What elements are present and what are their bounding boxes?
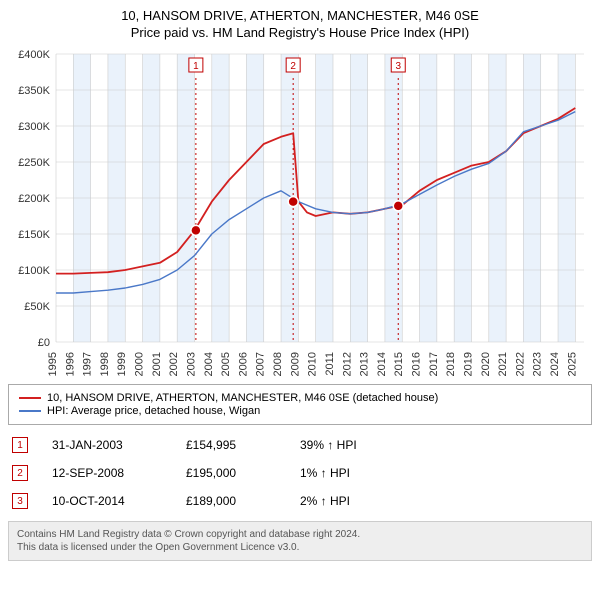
svg-text:2: 2 [290,61,296,72]
svg-text:£300K: £300K [18,121,50,133]
svg-text:2009: 2009 [289,352,301,376]
table-row: 2 12-SEP-2008 £195,000 1% ↑ HPI [8,459,592,487]
svg-text:2002: 2002 [168,352,180,376]
svg-text:2011: 2011 [324,352,336,376]
svg-text:£400K: £400K [18,49,50,61]
svg-text:2001: 2001 [151,352,163,376]
chart-svg: £0 £50K £100K £150K £200K £250K £300K £350K £400… [8,48,592,378]
svg-text:2000: 2000 [134,352,146,376]
legend-label-hpi: HPI: Average price, detached house, Wiga… [47,405,260,417]
svg-text:2021: 2021 [497,352,509,376]
svg-text:£150K: £150K [18,229,50,241]
svg-text:2005: 2005 [220,352,232,376]
chart-title-line1: 10, HANSOM DRIVE, ATHERTON, MANCHESTER, … [8,8,592,23]
svg-text:2014: 2014 [376,352,388,376]
sale-marker-3: 3 [12,493,28,509]
svg-text:1996: 1996 [64,352,76,376]
svg-text:2015: 2015 [393,352,405,376]
sale-diff: 2% ↑ HPI [300,494,410,508]
svg-text:2012: 2012 [341,352,353,376]
attribution-footer: Contains HM Land Registry data © Crown c… [8,521,592,561]
svg-text:1: 1 [193,61,199,72]
legend-box: 10, HANSOM DRIVE, ATHERTON, MANCHESTER, … [8,384,592,425]
svg-text:2010: 2010 [307,352,319,376]
svg-text:1997: 1997 [82,352,94,376]
svg-text:2006: 2006 [237,352,249,376]
svg-text:2017: 2017 [428,352,440,376]
sale-date: 12-SEP-2008 [52,466,162,480]
svg-text:2020: 2020 [480,352,492,376]
svg-text:1999: 1999 [116,352,128,376]
svg-text:£50K: £50K [24,301,50,313]
sale-price: £189,000 [186,494,276,508]
svg-text:2003: 2003 [185,352,197,376]
svg-text:£250K: £250K [18,157,50,169]
sale-date: 31-JAN-2003 [52,438,162,452]
svg-text:2013: 2013 [359,352,371,376]
table-row: 1 31-JAN-2003 £154,995 39% ↑ HPI [8,431,592,459]
footer-line2: This data is licensed under the Open Gov… [17,541,583,554]
svg-text:2016: 2016 [411,352,423,376]
legend-label-price-paid: 10, HANSOM DRIVE, ATHERTON, MANCHESTER, … [47,392,438,404]
legend-item-hpi: HPI: Average price, detached house, Wiga… [19,405,581,417]
legend-swatch-hpi [19,410,41,412]
svg-text:2004: 2004 [203,352,215,376]
svg-text:£200K: £200K [18,193,50,205]
sale-diff: 1% ↑ HPI [300,466,410,480]
svg-text:2022: 2022 [514,352,526,376]
svg-text:2019: 2019 [462,352,474,376]
svg-text:2018: 2018 [445,352,457,376]
legend-swatch-price-paid [19,397,41,399]
footer-line1: Contains HM Land Registry data © Crown c… [17,528,583,541]
chart-plot: £0 £50K £100K £150K £200K £250K £300K £350K £400… [8,48,592,378]
svg-text:£100K: £100K [18,265,50,277]
chart-title-line2: Price paid vs. HM Land Registry's House … [8,25,592,40]
svg-text:1995: 1995 [47,352,59,376]
sale-price: £195,000 [186,466,276,480]
sale-date: 10-OCT-2014 [52,494,162,508]
svg-text:2025: 2025 [566,352,578,376]
sales-table: 1 31-JAN-2003 £154,995 39% ↑ HPI 2 12-SE… [8,431,592,515]
chart-container: 10, HANSOM DRIVE, ATHERTON, MANCHESTER, … [8,8,592,561]
sale-marker-1: 1 [12,437,28,453]
table-row: 3 10-OCT-2014 £189,000 2% ↑ HPI [8,487,592,515]
svg-text:£350K: £350K [18,85,50,97]
svg-text:1998: 1998 [99,352,111,376]
sale-marker-2: 2 [12,465,28,481]
svg-text:2023: 2023 [532,352,544,376]
svg-text:3: 3 [395,61,401,72]
legend-item-price-paid: 10, HANSOM DRIVE, ATHERTON, MANCHESTER, … [19,392,581,404]
svg-text:2024: 2024 [549,352,561,376]
svg-text:£0: £0 [38,337,50,349]
svg-text:2008: 2008 [272,352,284,376]
sale-diff: 39% ↑ HPI [300,438,410,452]
svg-text:2007: 2007 [255,352,267,376]
sale-price: £154,995 [186,438,276,452]
